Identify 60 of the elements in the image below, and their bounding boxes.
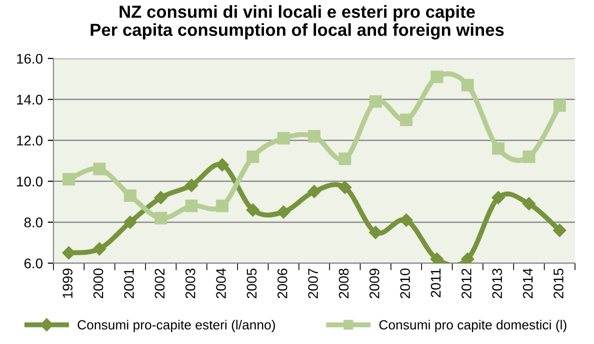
y-tick-label: 10.0 (17, 176, 43, 186)
point (461, 78, 474, 92)
point (62, 246, 76, 260)
legend-label: Consumi pro capite domestici (l) (379, 320, 566, 332)
x-tick-label: 2001 (124, 268, 134, 298)
point (216, 200, 228, 212)
point (368, 226, 382, 240)
point (154, 212, 168, 224)
x-tick-label: 2007 (308, 268, 318, 298)
point (93, 162, 106, 176)
y-tick-label: 14.0 (17, 94, 43, 105)
y-tick-label: 12.0 (17, 136, 43, 146)
x-tick-label: 2008 (338, 268, 349, 298)
point (400, 114, 413, 126)
point (369, 95, 382, 108)
point (308, 184, 321, 198)
y-tick-label: 8.0 (24, 218, 42, 228)
x-tick-label: 2005 (246, 268, 257, 298)
point (338, 152, 352, 166)
x-tick-label: 2013 (492, 268, 502, 298)
point (276, 205, 290, 219)
x-tick-label: 2000 (93, 268, 104, 298)
x-tick-label: 1999 (62, 268, 73, 298)
legend-label: Consumi pro-capite esteri (l/anno) (78, 320, 275, 332)
point (522, 150, 536, 163)
point (124, 189, 136, 202)
point (553, 224, 566, 237)
point (492, 142, 505, 155)
x-tick-label: 2012 (462, 268, 472, 298)
x-tick-label: 2014 (522, 268, 533, 298)
point (124, 216, 137, 229)
point (492, 191, 505, 204)
point (184, 178, 198, 192)
x-tick-label: 2003 (185, 268, 196, 298)
x-tick-label: 2009 (369, 268, 380, 298)
point (185, 200, 198, 212)
x-tick-label: 2006 (277, 268, 288, 298)
x-tick-label: 2015 (554, 268, 564, 298)
y-tick-label: 16.0 (17, 54, 43, 64)
point (338, 180, 352, 194)
point (430, 252, 444, 264)
point (216, 158, 229, 172)
point (62, 172, 76, 186)
point (277, 132, 290, 145)
x-tick-label: 2002 (154, 268, 165, 298)
point (430, 70, 444, 84)
point (246, 203, 260, 217)
x-tick-label: 2004 (216, 268, 226, 298)
y-tick-label: 6.0 (24, 258, 42, 268)
point (92, 242, 106, 256)
point (461, 252, 474, 264)
x-tick-label: 2011 (430, 268, 441, 298)
chart-title: NZ consumi di vini locali e esteri pro capite Per capita consumption of local and foreign wines (90, 5, 504, 40)
x-tick-label: 2010 (400, 268, 410, 298)
point (522, 197, 536, 210)
point (553, 99, 566, 112)
point (400, 214, 413, 227)
point (246, 150, 260, 163)
point (308, 130, 320, 143)
point (154, 191, 168, 204)
